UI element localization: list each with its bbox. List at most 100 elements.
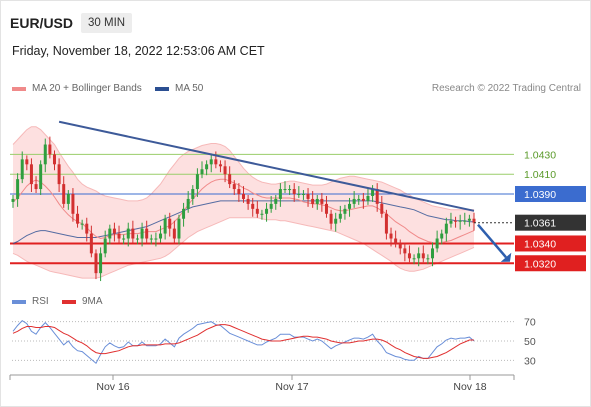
datetime-label: Friday, November 18, 2022 12:53:06 AM CE…: [12, 44, 265, 58]
candle-body: [205, 164, 209, 170]
candle-body: [265, 208, 269, 214]
legend-rsi-swatch: [12, 299, 26, 304]
forecast-arrow-shaft: [477, 223, 507, 259]
candle-body: [444, 223, 448, 234]
x-tick-label: Nov 17: [275, 381, 308, 393]
candle-body: [449, 220, 453, 224]
trend-line: [58, 120, 475, 212]
rsi-tick-label: 50: [524, 336, 536, 348]
candle-body: [375, 189, 379, 204]
candle-body: [467, 218, 471, 221]
candle-body: [228, 174, 232, 185]
candle-body: [431, 248, 435, 259]
candle-body: [324, 203, 328, 214]
candle-body: [398, 243, 402, 249]
bollinger-lower-line: [12, 217, 475, 279]
candle-body: [39, 164, 43, 190]
candle-body: [260, 213, 264, 215]
legend-ma50: MA 50: [155, 83, 203, 94]
rsi-ma-line: [12, 324, 474, 359]
candle-body: [191, 189, 195, 199]
candle-body: [163, 218, 167, 234]
candle-body: [440, 233, 444, 239]
candle-body: [71, 193, 75, 214]
candle-body: [297, 193, 301, 195]
candle-body: [237, 189, 241, 194]
candle-body: [122, 238, 126, 240]
forecast-arrow-head: [500, 252, 512, 262]
candle-body: [463, 220, 467, 222]
candle-body: [223, 166, 227, 175]
level-label-1.0430: 1.0430: [524, 149, 556, 161]
x-tick-label: Nov 16: [96, 381, 129, 393]
candle-body: [371, 189, 375, 196]
level-label-1.0410: 1.0410: [524, 169, 556, 181]
candle-body: [76, 213, 80, 224]
candle-body: [182, 208, 186, 219]
candle-body: [126, 228, 130, 239]
candle-body: [135, 238, 139, 240]
candle-body: [80, 223, 84, 225]
level-badge-1.0340: [515, 235, 586, 252]
legend-bb: MA 20 + Bollinger Bands: [12, 83, 142, 94]
candle-body: [62, 184, 66, 204]
candle-body: [43, 144, 47, 165]
candle-body: [352, 198, 356, 204]
candle-body: [458, 220, 462, 222]
legend-ma50-swatch: [155, 86, 169, 91]
candle-body: [11, 198, 15, 202]
level-badge-1.0320: [515, 255, 586, 272]
candle-body: [274, 198, 278, 204]
candle-body: [421, 253, 425, 259]
candle-body: [168, 218, 172, 229]
candle-body: [283, 189, 287, 191]
candle-body: [394, 238, 398, 244]
candle-body: [195, 174, 199, 190]
candle-body: [343, 208, 347, 214]
candle-body: [380, 203, 384, 214]
candle-body: [472, 218, 476, 223]
candle-body: [435, 238, 439, 249]
level-label-1.0390: 1.0390: [524, 189, 556, 201]
legend-ma50-label: MA 50: [175, 83, 204, 94]
candle-body: [389, 233, 393, 239]
candle-body: [412, 258, 416, 260]
candle-body: [172, 228, 176, 239]
candle-body: [140, 228, 144, 239]
candle-body: [99, 253, 103, 274]
candle-body: [329, 213, 333, 224]
candle-body: [407, 253, 411, 259]
candle-body: [25, 159, 29, 165]
candle-body: [29, 164, 33, 185]
candle-body: [246, 198, 250, 204]
candle-body: [320, 198, 324, 204]
candle-body: [278, 189, 282, 199]
candle-body: [357, 198, 361, 200]
rsi-tick-label: 30: [524, 355, 536, 367]
candle-body: [366, 195, 370, 201]
legend-bb-label: MA 20 + Bollinger Bands: [32, 83, 142, 94]
candle-body: [242, 193, 245, 199]
rsi-line: [12, 320, 475, 364]
legend-rsi-ma-label: 9MA: [82, 296, 103, 307]
candle-body: [149, 238, 153, 240]
candle-body: [20, 159, 24, 180]
candle-body: [348, 203, 352, 209]
candle-body: [361, 198, 365, 201]
candle-body: [292, 189, 296, 194]
candle-body: [89, 233, 93, 254]
candle-body: [177, 218, 181, 239]
candle-body: [311, 198, 315, 204]
level-label-1.0320: 1.0320: [524, 258, 556, 270]
timeframe-badge[interactable]: 30 MIN: [81, 13, 133, 33]
candle-body: [52, 154, 56, 165]
candle-body: [269, 203, 273, 209]
candle-body: [159, 233, 163, 239]
level-label-1.0340: 1.0340: [524, 238, 556, 250]
header: EUR/USD 30 MIN: [10, 12, 133, 34]
candles-group: [11, 136, 476, 282]
candle-body: [315, 198, 319, 204]
candle-body: [334, 218, 338, 224]
candle-body: [16, 179, 20, 199]
